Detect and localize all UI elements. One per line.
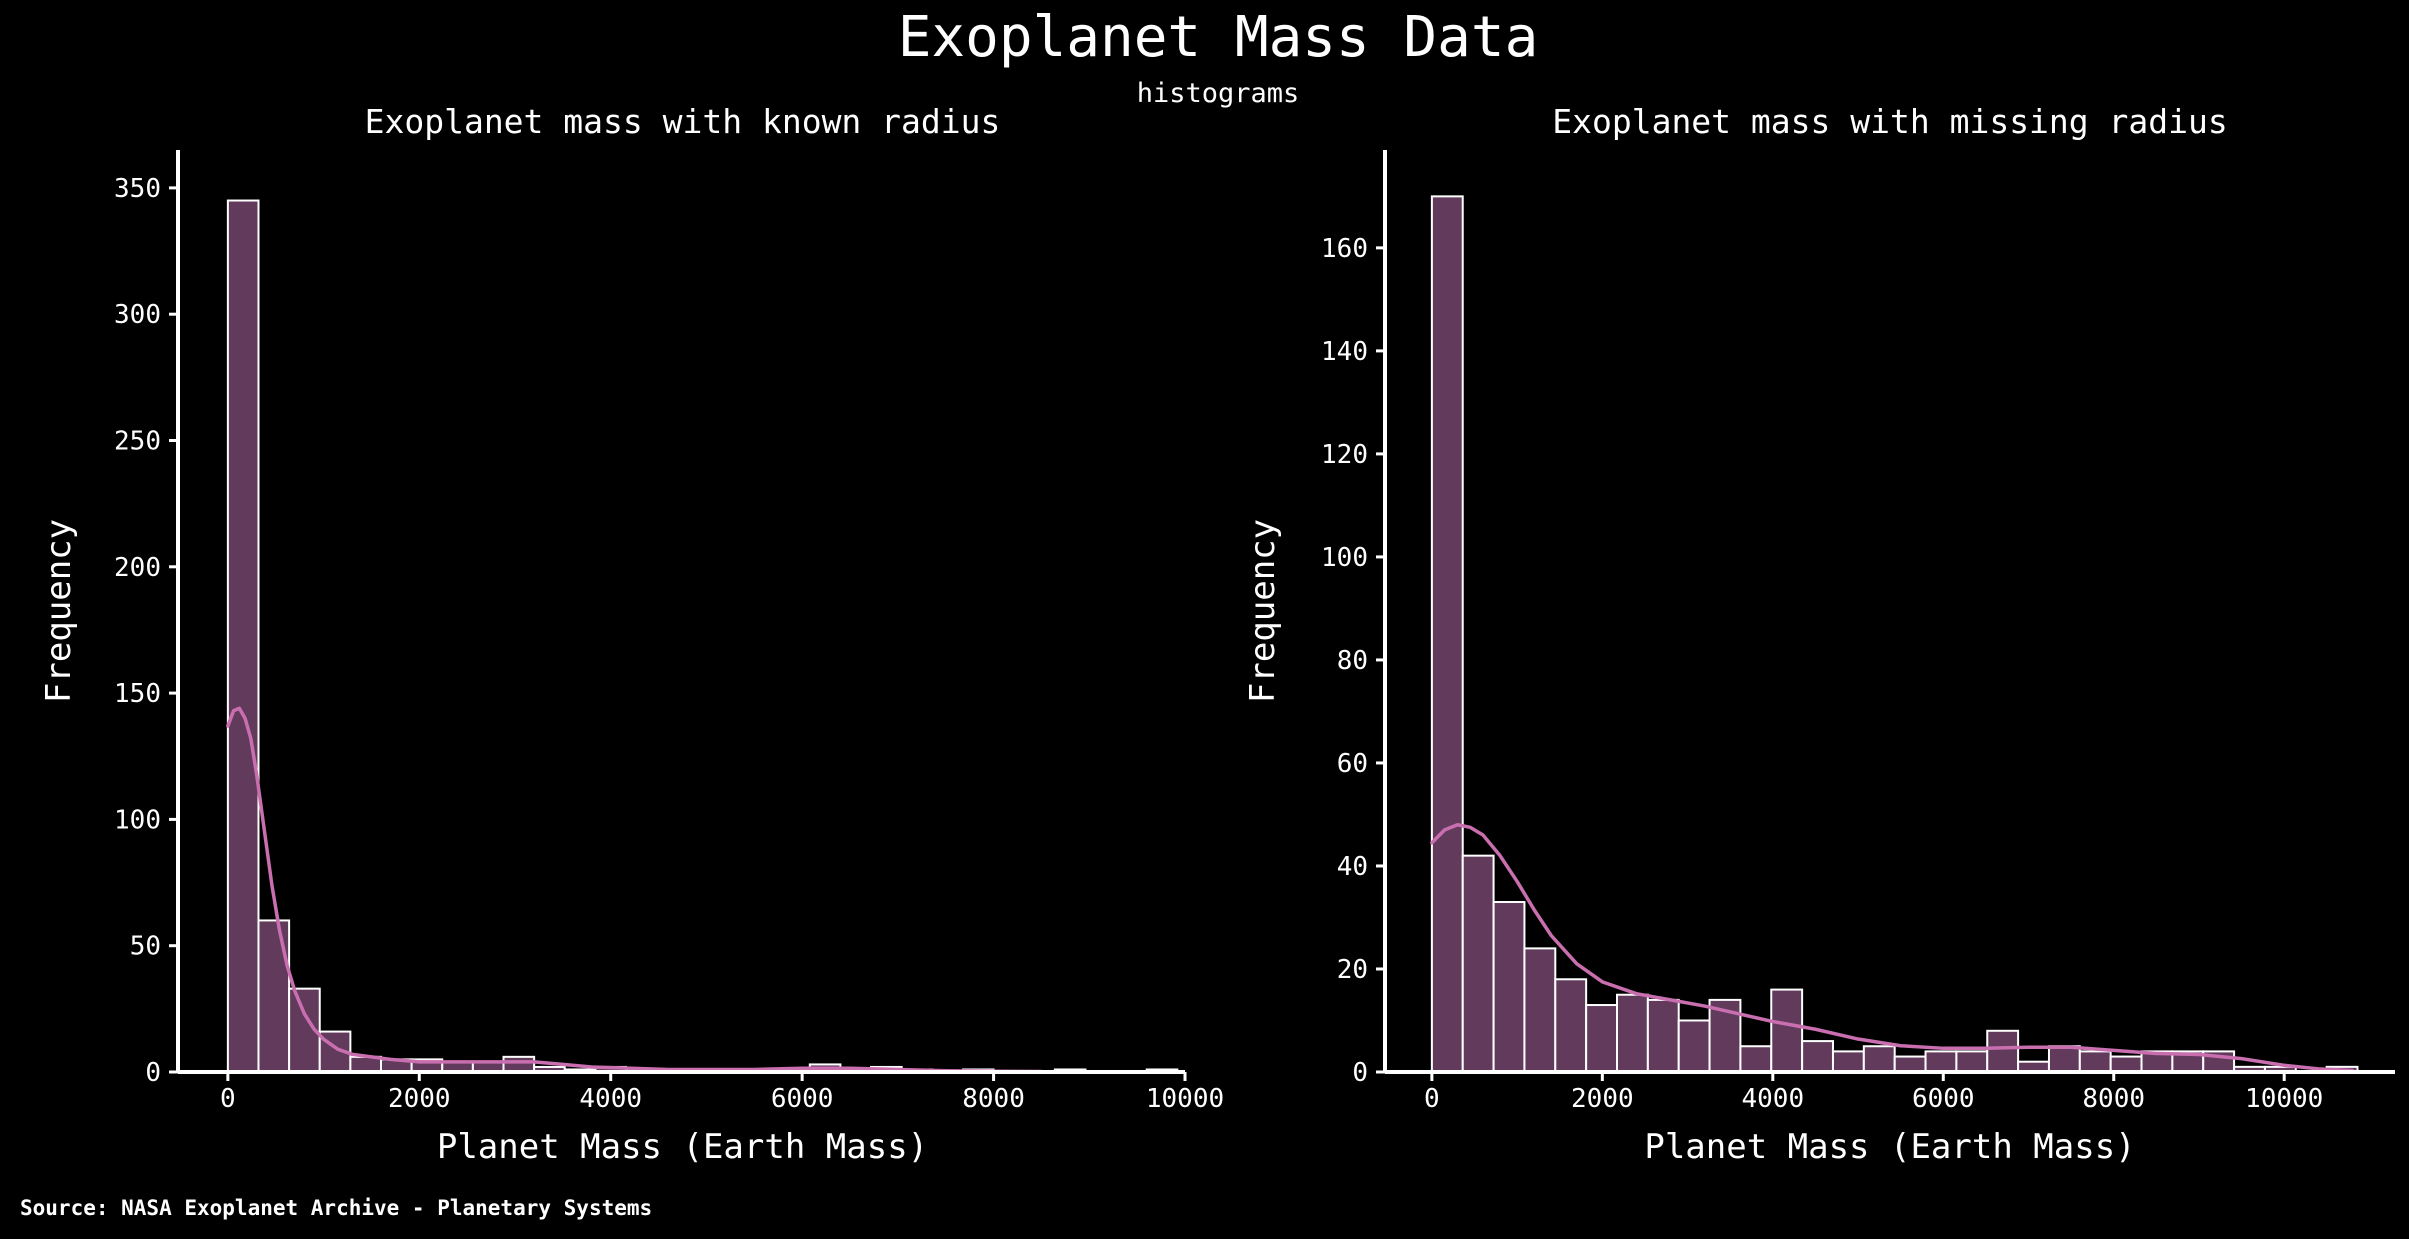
y-tick-label: 0	[1352, 1058, 1368, 1088]
histogram-bar	[1739, 1045, 1773, 1073]
y-axis-label: Frequency	[1243, 519, 1283, 703]
x-tick-label: 6000	[1912, 1084, 1975, 1114]
x-tick-label: 10000	[1146, 1084, 1224, 1114]
x-tick-label: 4000	[1741, 1084, 1804, 1114]
figure-title: Exoplanet Mass Data	[898, 5, 1539, 70]
histogram-bar	[1430, 195, 1464, 1074]
y-tick-label: 120	[1321, 440, 1368, 470]
y-tick-label: 60	[1337, 749, 1368, 779]
figure-subtitle: histograms	[1137, 78, 1300, 109]
histogram-bar	[1492, 901, 1526, 1074]
y-tick-label: 100	[114, 805, 161, 835]
histogram-bar	[1831, 1050, 1865, 1074]
y-tick-label: 140	[1321, 337, 1368, 367]
panel-title: Exoplanet mass with missing radius	[1552, 102, 2228, 141]
panel-title: Exoplanet mass with known radius	[365, 102, 1001, 141]
y-tick-label: 300	[114, 300, 161, 330]
histogram-bar	[1986, 1029, 2020, 1074]
histogram-bar	[226, 199, 260, 1073]
histogram-bar	[1955, 1050, 1989, 1074]
histogram-bar	[1801, 1040, 1834, 1073]
y-tick-label: 20	[1337, 955, 1368, 985]
x-tick-label: 8000	[2082, 1084, 2145, 1114]
histogram-bar	[1646, 998, 1680, 1074]
x-axis-label: Planet Mass (Earth Mass)	[1644, 1127, 2135, 1167]
histogram-bar	[1862, 1045, 1896, 1073]
x-axis-label: Planet Mass (Earth Mass)	[437, 1127, 928, 1167]
y-tick-label: 0	[145, 1058, 161, 1088]
x-tick-label: 0	[220, 1084, 236, 1114]
histogram-bar	[1554, 978, 1588, 1074]
histogram-bar	[1616, 993, 1649, 1073]
histogram-bar	[1523, 947, 1557, 1074]
histogram-panel-known-radius: 0 2000 4000 6000 8000 10000 0 50 100 150 200 250 300…	[39, 102, 1224, 1167]
histogram-bar	[1893, 1055, 1927, 1074]
y-tick-label: 50	[130, 932, 161, 962]
y-tick-label: 250	[114, 426, 161, 456]
y-tick-label: 40	[1337, 852, 1368, 882]
y-tick-label: 80	[1337, 646, 1368, 676]
histogram-bar	[1677, 1019, 1711, 1073]
x-tick-label: 2000	[388, 1084, 451, 1114]
y-tick-label: 350	[114, 174, 161, 204]
y-tick-label: 100	[1321, 543, 1368, 573]
histogram-bar	[2047, 1045, 2081, 1073]
x-tick-label: 6000	[771, 1084, 834, 1114]
x-tick-label: 10000	[2245, 1084, 2323, 1114]
x-tick-label: 2000	[1571, 1084, 1634, 1114]
x-tick-label: 8000	[962, 1084, 1025, 1114]
histogram-panel-missing-radius: 0 2000 4000 6000 8000 10000 0 20 40 60 80 100 120 140…	[1243, 102, 2395, 1167]
source-note: Source: NASA Exoplanet Archive - Planeta…	[20, 1196, 652, 1220]
x-tick-label: 4000	[579, 1084, 642, 1114]
y-tick-label: 160	[1321, 234, 1368, 264]
kde-curve	[1430, 823, 2355, 1073]
histogram-bar	[1585, 1004, 1619, 1073]
kde-curve	[226, 706, 1044, 1074]
histogram-bar	[2078, 1050, 2112, 1074]
histogram-bar	[502, 1055, 536, 1073]
histogram-bar	[1770, 988, 1804, 1074]
y-tick-label: 200	[114, 553, 161, 583]
histogram-bar	[257, 919, 291, 1073]
y-tick-label: 150	[114, 679, 161, 709]
y-axis-label: Frequency	[39, 519, 79, 703]
histogram-bar	[2109, 1055, 2143, 1074]
histogram-bar	[1461, 854, 1495, 1073]
histogram-bar	[1924, 1050, 1958, 1074]
x-tick-label: 0	[1424, 1084, 1440, 1114]
